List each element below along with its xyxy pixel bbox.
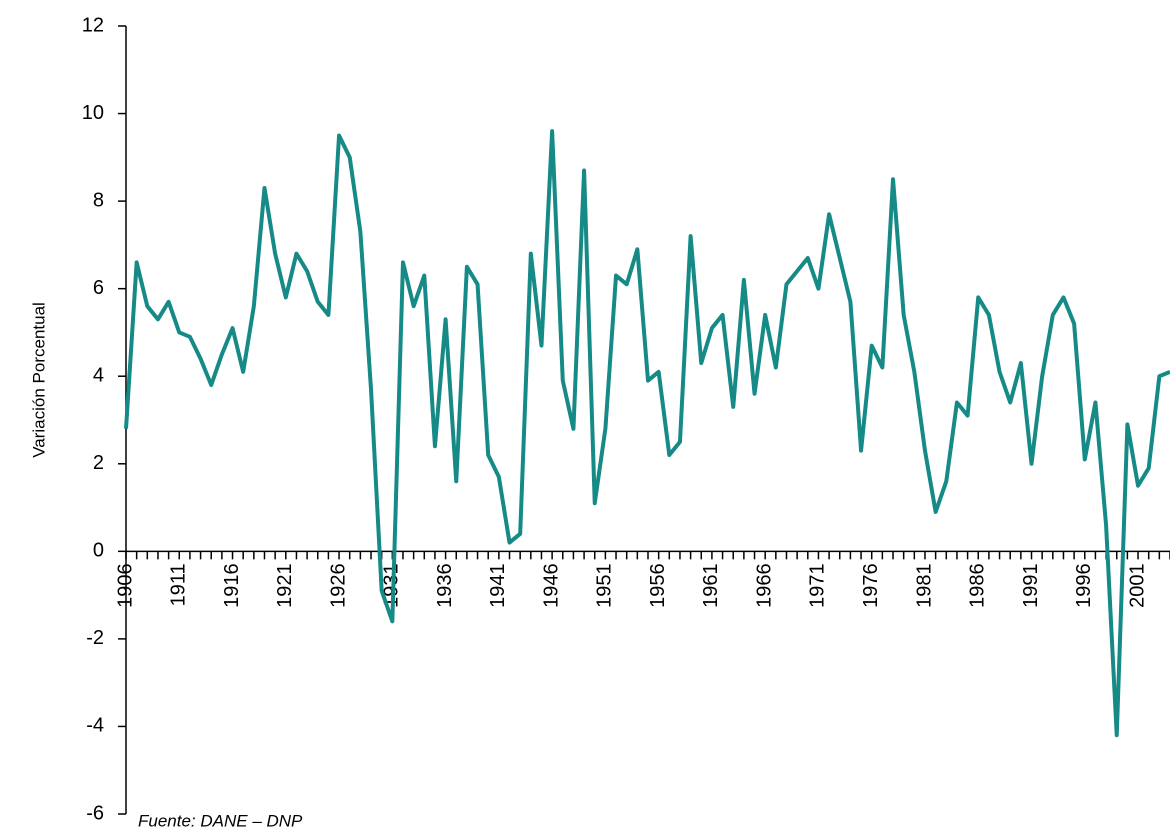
y-tick-label: 4 [93,365,104,387]
y-tick-label: 8 [93,189,104,211]
x-tick-label: 1906 [114,563,136,608]
y-tick-label: 12 [82,14,104,36]
y-tick-label: 10 [82,102,104,124]
x-tick-label: 1921 [274,563,296,608]
x-tick-label: 1981 [913,563,935,608]
x-tick-label: 1986 [967,563,989,608]
y-tick-label: 2 [93,452,104,474]
y-tick-label: -2 [86,627,104,649]
x-tick-label: 1951 [594,563,616,608]
x-tick-label: 1911 [168,563,190,606]
x-tick-label: 2001 [1126,563,1148,608]
y-tick-label: 6 [93,277,104,299]
x-tick-label: 1941 [487,563,509,608]
x-tick-label: 1926 [327,563,349,608]
x-tick-label: 1991 [1020,563,1042,608]
x-tick-label: 1976 [860,563,882,608]
source-note: Fuente: DANE – DNP [138,811,303,830]
x-tick-label: 1956 [647,563,669,608]
data-line [124,129,1170,738]
y-tick-label: -4 [86,715,104,737]
x-tick-label: 1916 [221,563,243,608]
x-tick-label: 1971 [807,563,829,608]
x-tick-label: 1996 [1073,563,1095,608]
x-tick-label: 1946 [540,563,562,608]
x-tick-label: 1966 [753,563,775,608]
y-axis-label: Variación Porcentual [29,302,48,458]
y-tick-label: 0 [93,540,104,562]
x-tick-label: 1936 [434,563,456,608]
x-tick-label: 1961 [700,563,722,608]
y-tick-label: -6 [86,802,104,824]
